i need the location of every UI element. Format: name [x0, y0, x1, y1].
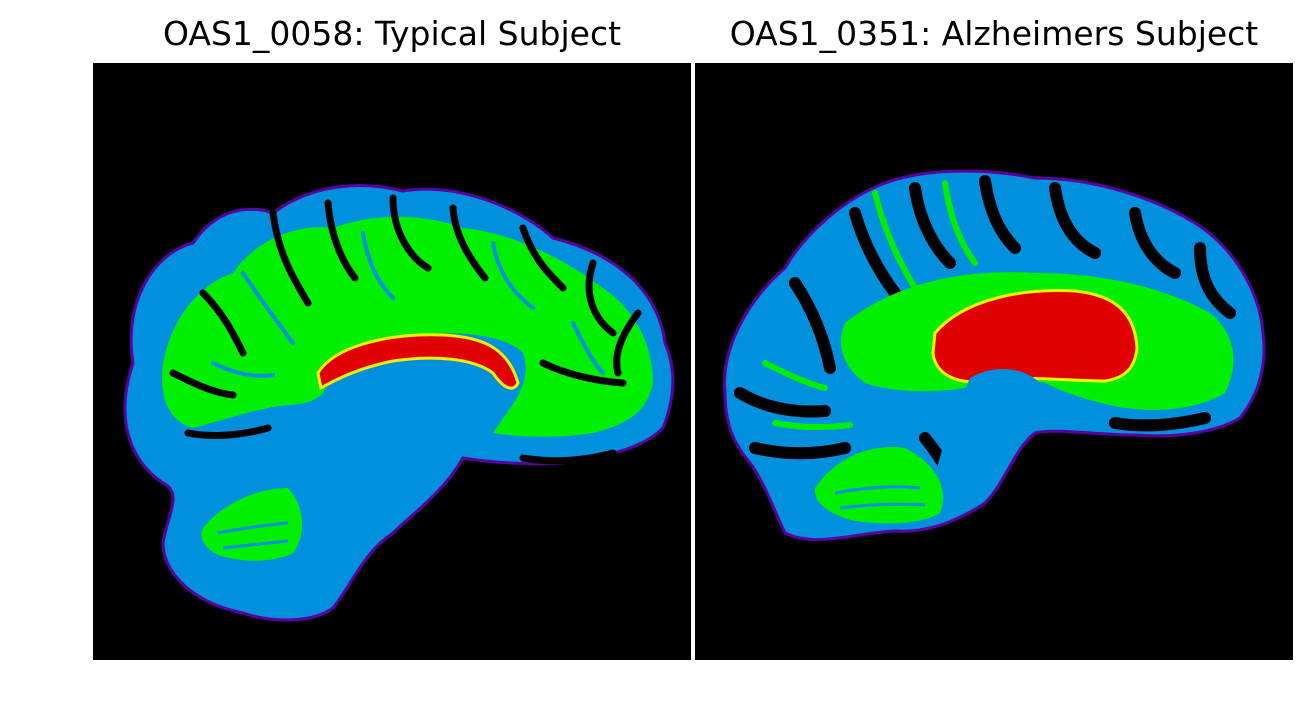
- brain-segmentation-typical: [123, 184, 675, 622]
- brain-segmentation-alzheimers: [723, 169, 1266, 542]
- panel-title-typical: OAS1_0058: Typical Subject: [162, 14, 622, 53]
- brain-image-alzheimers: [695, 63, 1293, 660]
- panel-title-alzheimers: OAS1_0351: Alzheimers Subject: [729, 14, 1259, 53]
- brain-image-typical: [93, 63, 691, 660]
